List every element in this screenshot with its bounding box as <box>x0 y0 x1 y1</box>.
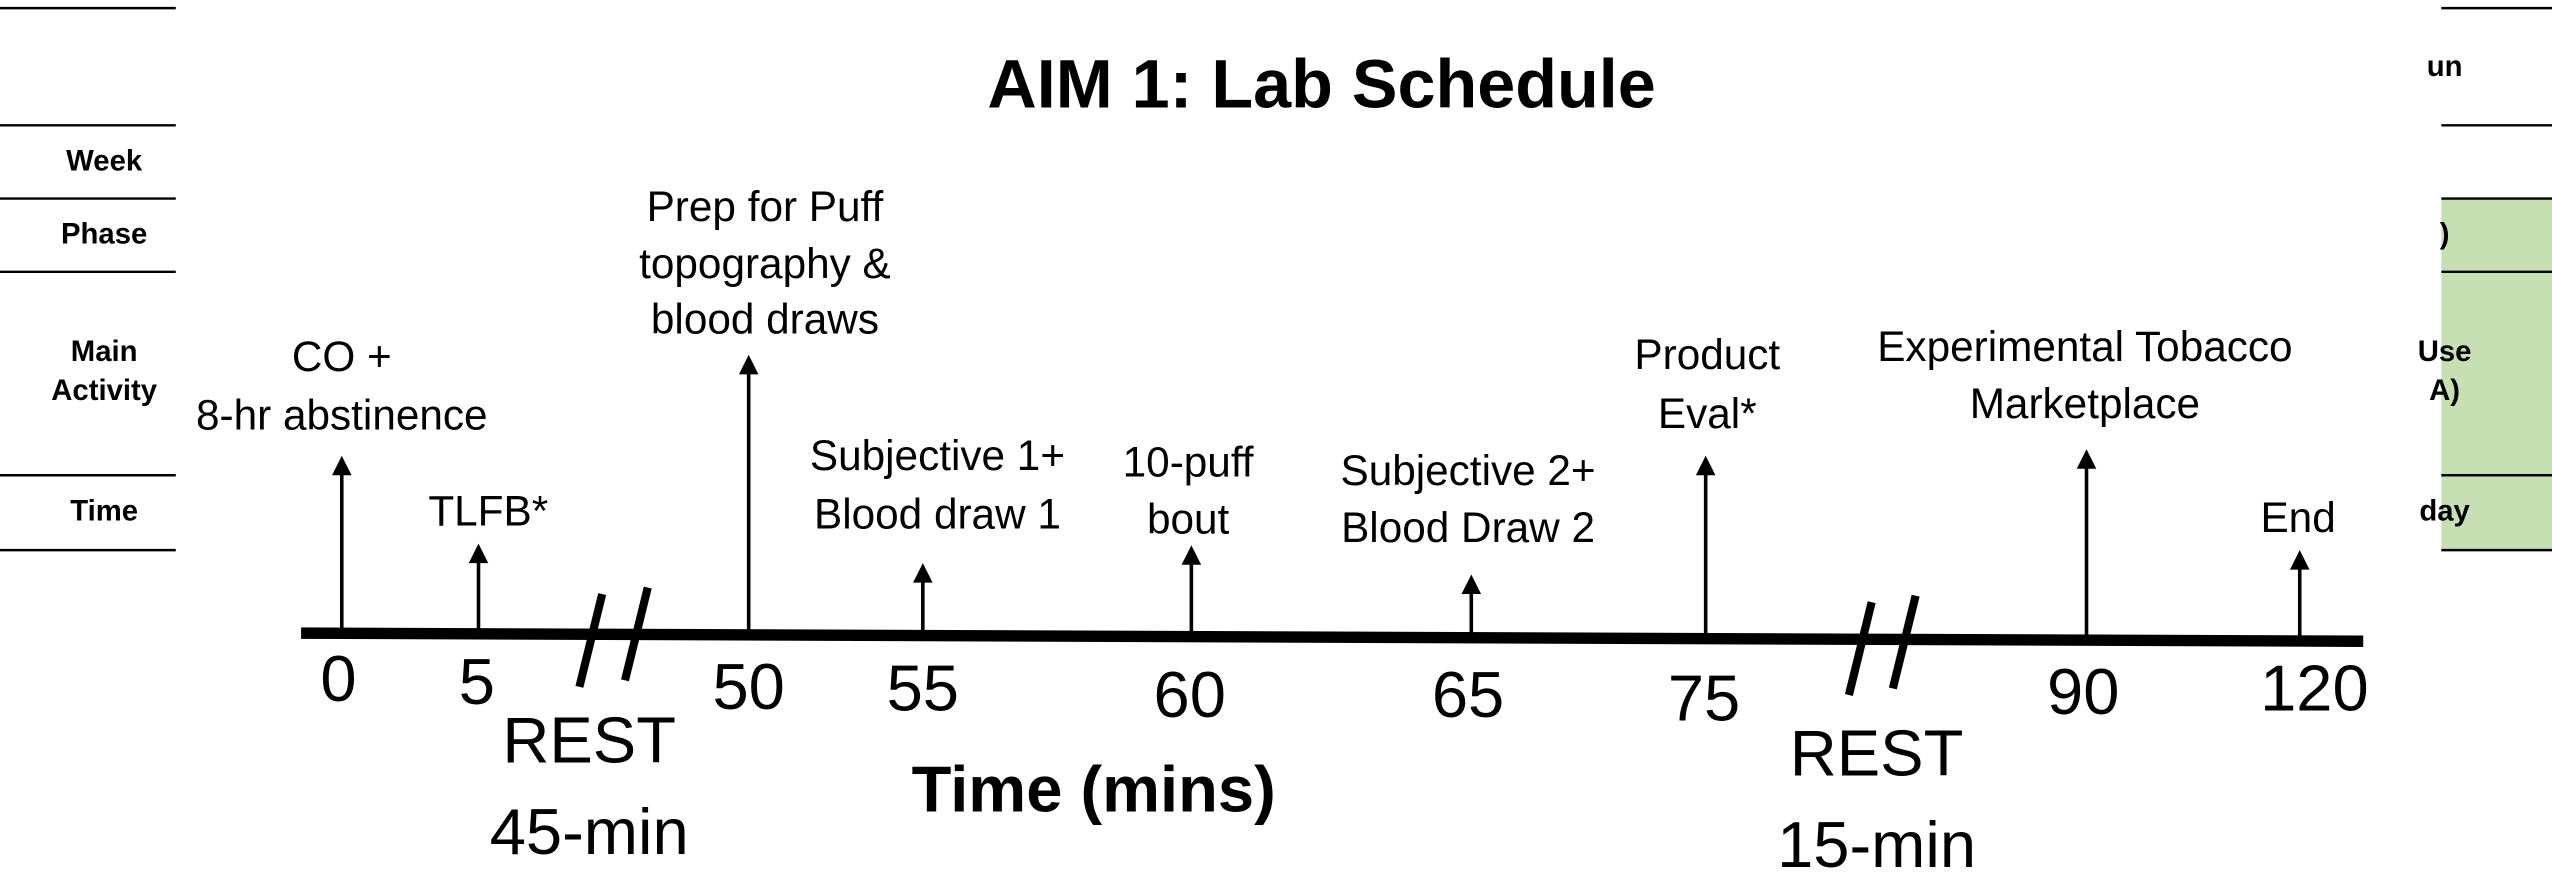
arrow-head <box>1461 574 1482 595</box>
event-label: 10-puff <box>1123 439 1254 486</box>
rest-label: REST <box>1790 717 1964 790</box>
tick-label: 55 <box>887 652 959 725</box>
table-rules <box>0 6 2552 552</box>
arrow-head <box>468 543 489 564</box>
tick-label: 50 <box>712 650 784 723</box>
rest-label: REST <box>502 704 676 777</box>
arrow-head <box>1695 455 1716 476</box>
event-label: Blood draw 1 <box>814 491 1061 538</box>
event-label: Marketplace <box>1970 380 2200 427</box>
title: AIM 1: Lab Schedule <box>987 47 1655 123</box>
event-label: Blood Draw 2 <box>1341 504 1595 551</box>
tick-label: 0 <box>320 642 356 715</box>
event-label: Prep for Puff <box>647 183 884 230</box>
event-label: Product <box>1634 331 1780 378</box>
arrow-head <box>738 354 759 375</box>
tick-label: 65 <box>1432 658 1504 731</box>
arrow-head <box>332 455 352 476</box>
axis-label: Time (mins) <box>912 752 1276 825</box>
event-label: 8-hr abstinence <box>196 391 488 438</box>
timeline-axis <box>301 627 2364 647</box>
rest-duration: 15-min <box>1777 808 1976 881</box>
event-label: Eval* <box>1658 390 1757 437</box>
row-label-clipped: ) <box>2440 218 2450 251</box>
arrow-head <box>1181 545 1202 565</box>
arrow-head <box>2289 550 2310 570</box>
tick-label: 75 <box>1668 661 1740 734</box>
row-label-clipped: un <box>2427 50 2463 83</box>
green-cells <box>2441 198 2552 551</box>
event-label: Subjective 1+ <box>810 432 1065 479</box>
rest-duration: 45-min <box>490 795 689 868</box>
row-label: Activity <box>51 374 157 407</box>
break-marks <box>575 586 1920 696</box>
row-label-clipped: day <box>2419 494 2470 527</box>
event-label: TLFB* <box>428 487 548 534</box>
event-label: End <box>2260 494 2335 541</box>
event-label: Experimental Tobacco <box>1877 323 2292 370</box>
event-label: CO + <box>292 333 392 380</box>
arrow-head <box>2076 449 2097 469</box>
row-label: Phase <box>61 218 147 251</box>
row-label-clipped: A) <box>2429 374 2460 407</box>
tick-label: 90 <box>2047 655 2119 728</box>
row-label-clipped: Use <box>2418 335 2472 368</box>
row-label: Main <box>71 335 138 368</box>
tick-label: 60 <box>1154 658 1226 731</box>
event-label: topography & <box>639 240 891 287</box>
tick-label: 120 <box>2260 652 2369 725</box>
tick-label: 5 <box>459 645 495 718</box>
row-label: Week <box>66 144 143 177</box>
event-label: bout <box>1147 496 1230 543</box>
event-label: Subjective 2+ <box>1340 447 1595 494</box>
event-label: blood draws <box>651 295 879 342</box>
arrow-head <box>913 563 933 583</box>
row-label: Time <box>70 494 138 527</box>
